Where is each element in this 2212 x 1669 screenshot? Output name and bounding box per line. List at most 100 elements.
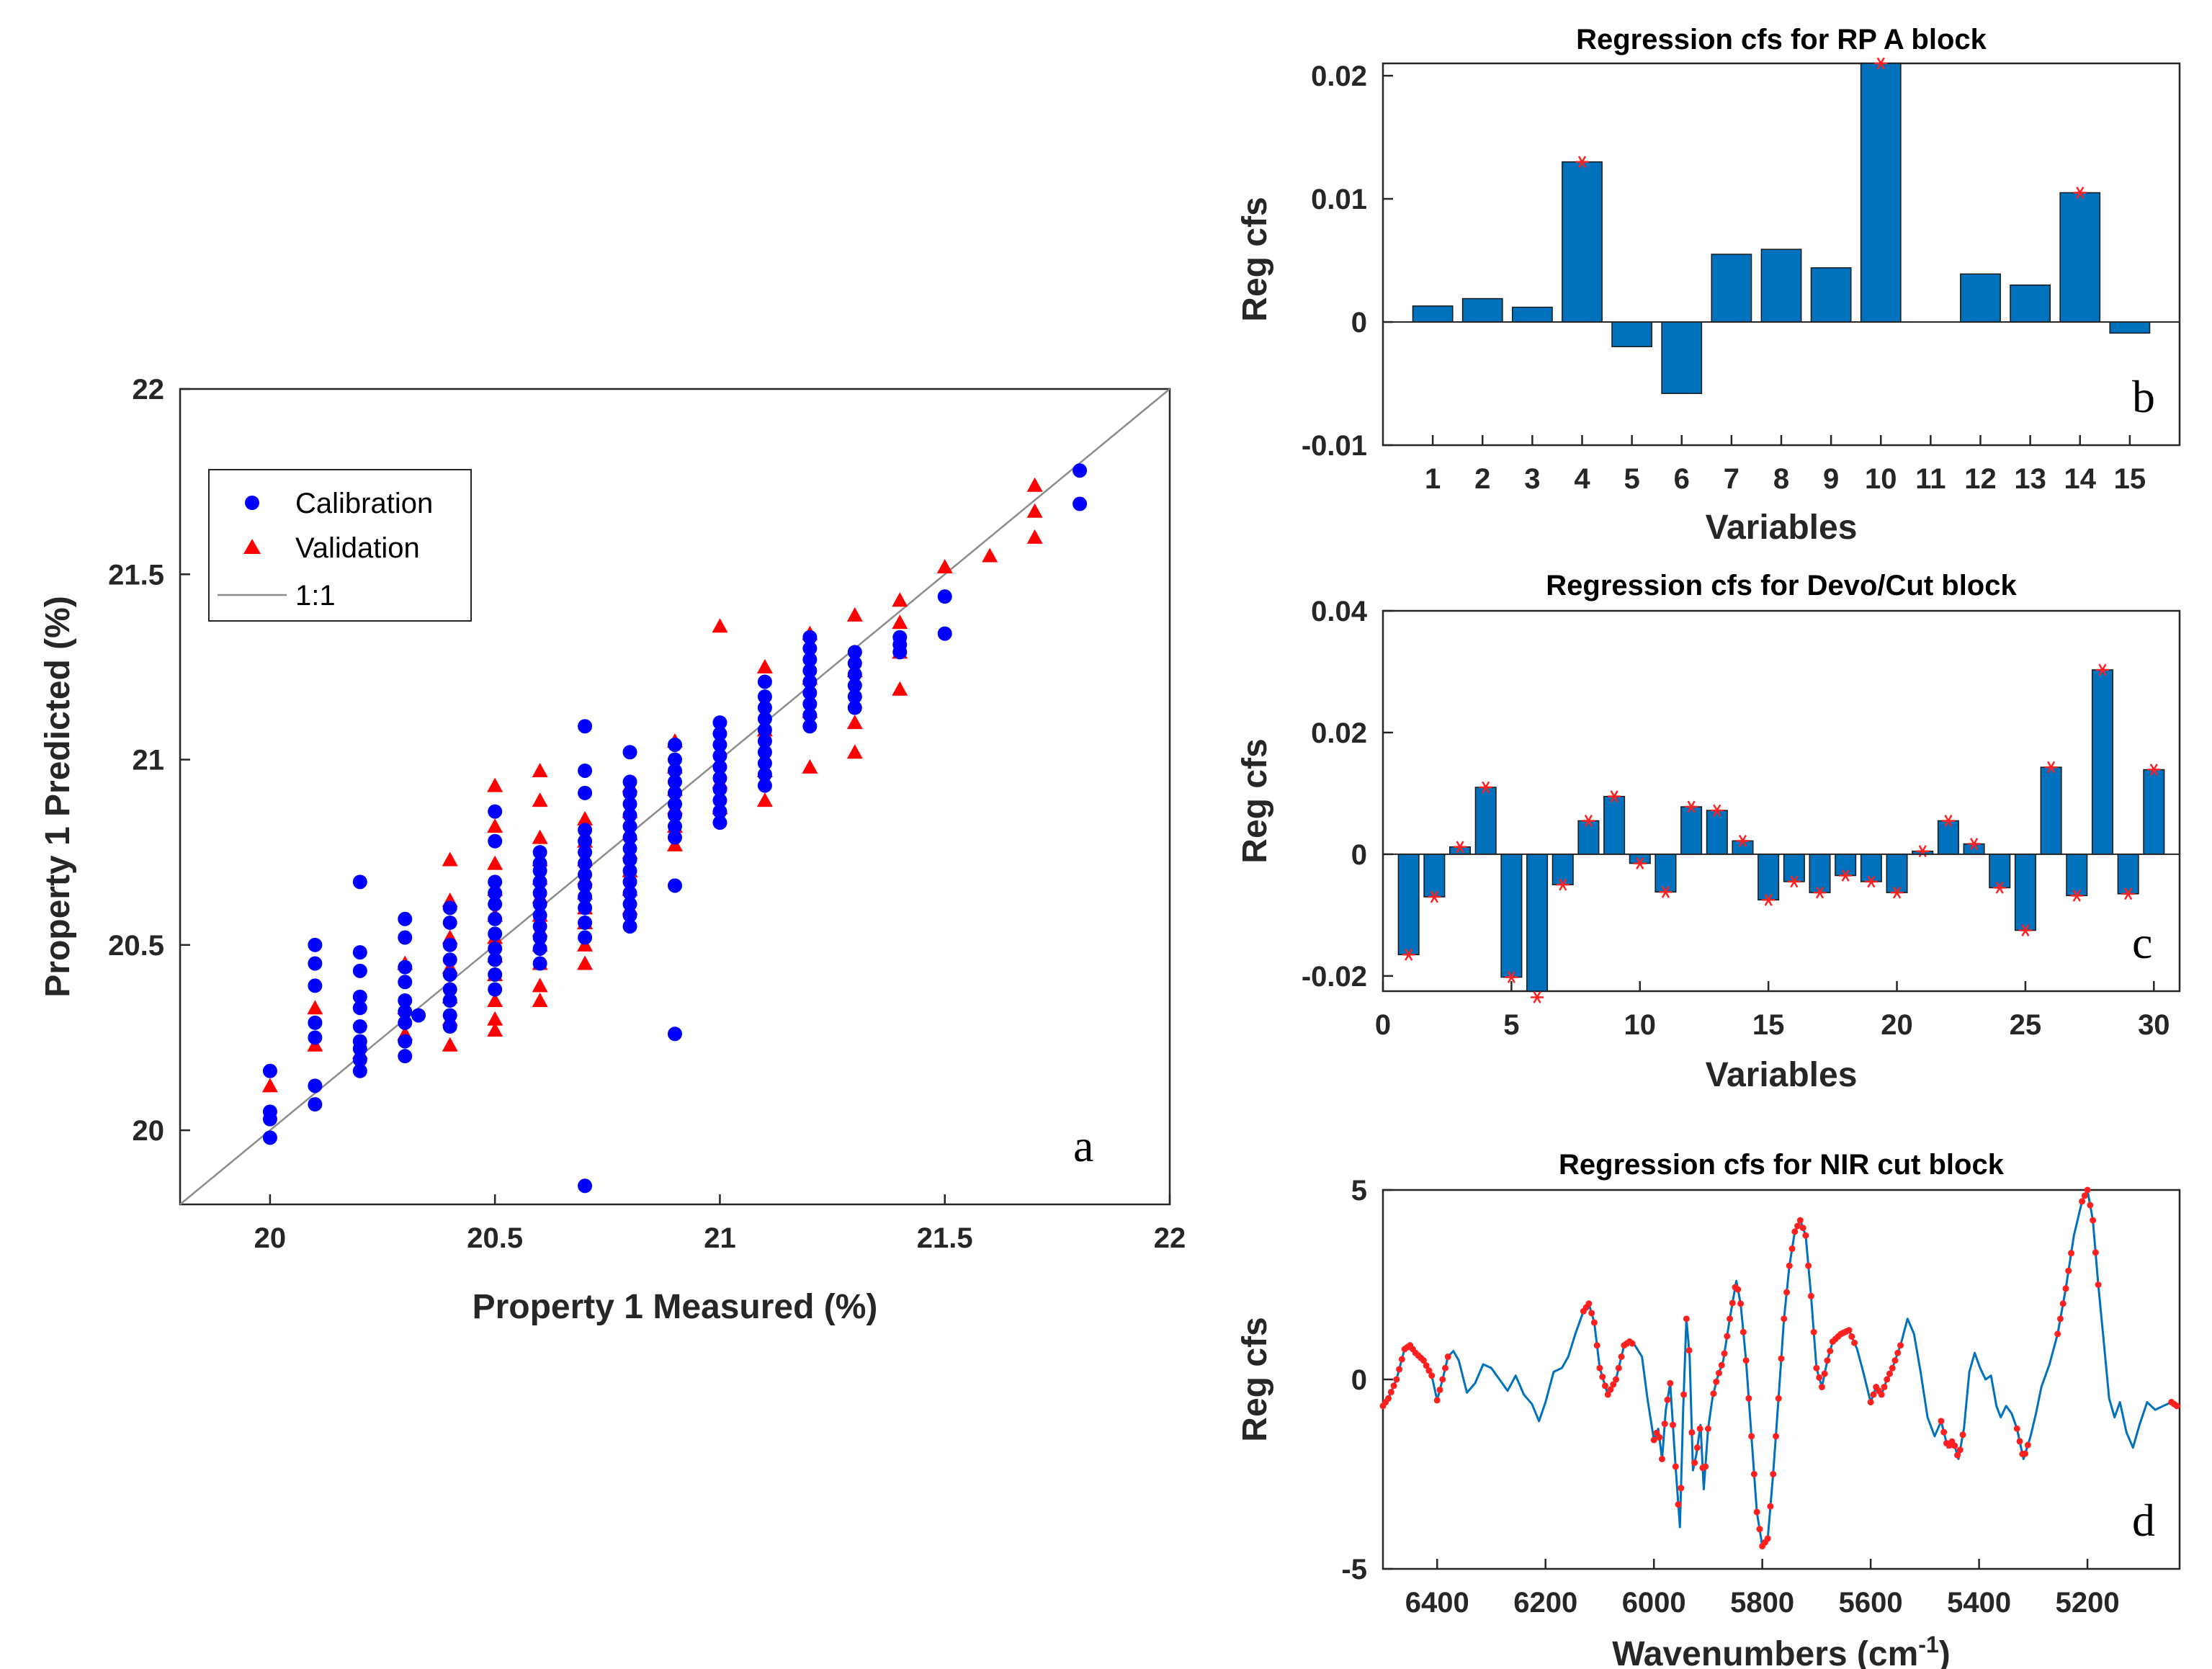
calibration-point (712, 748, 727, 764)
panel-d-marker (2084, 1186, 2091, 1194)
calibration-point (847, 700, 862, 715)
calibration-point (668, 737, 682, 752)
calibration-point (802, 707, 818, 722)
panel-d-marker (1685, 1347, 1693, 1354)
validation-point (846, 744, 863, 759)
calibration-point (262, 1111, 277, 1127)
panel-d-marker (1867, 1399, 1874, 1406)
panel-b-bar (1860, 63, 1902, 323)
panel-b-xtick-label: 2 (1474, 463, 1490, 495)
calibration-point (712, 804, 727, 819)
panel-d-marker (1596, 1364, 1603, 1372)
validation-point (846, 715, 863, 730)
validation-point (532, 792, 548, 807)
panel-c-axes-box (1382, 609, 2181, 993)
panel-d-marker (1753, 1508, 1760, 1516)
validation-point (532, 993, 548, 1007)
calibration-point (757, 674, 772, 689)
panel-c-marker (1633, 857, 1647, 870)
calibration-point (308, 978, 323, 993)
calibration-point (622, 841, 637, 856)
calibration-point (442, 937, 457, 952)
panel-d-marker (1745, 1395, 1752, 1402)
panel-d-marker (1781, 1315, 1788, 1323)
panel-d-marker (1889, 1364, 1896, 1372)
panel-b-bar (1611, 321, 1653, 347)
calibration-point (668, 878, 682, 893)
validation-point (892, 614, 908, 630)
calibration-point (802, 719, 818, 734)
calibration-point (847, 678, 862, 693)
panel-d-marker (1629, 1340, 1636, 1347)
panel-c-bar (1603, 795, 1626, 855)
panel-d-marker (1729, 1299, 1736, 1307)
calibration-point (578, 878, 593, 893)
panel-d-marker (1718, 1361, 1725, 1369)
panel-d-marker (2062, 1285, 2069, 1292)
panel-c-ylabel: Reg cfs (1236, 738, 1274, 863)
panel-c-bar (1937, 820, 1959, 855)
panel-b-xtick-label: 12 (1964, 463, 1997, 495)
panel-c-marker (1993, 881, 2007, 894)
panel-d-marker (1940, 1428, 1948, 1436)
panel-c-marker (1659, 885, 1673, 898)
panel-c-bar (2014, 854, 2036, 931)
panel-c-marker (1813, 886, 1827, 899)
validation-point (802, 759, 818, 774)
calibration-point (488, 982, 503, 997)
calibration-point (578, 763, 593, 778)
panel-c-ytick-label: 0.04 (1311, 596, 1368, 627)
panel-d-marker (1664, 1396, 1671, 1403)
panel-d-marker (1667, 1379, 1674, 1387)
panel-d-marker (2079, 1198, 2086, 1205)
panel-c-bar (2040, 766, 2062, 855)
panel-b-bar (1711, 254, 1752, 323)
panel-d-xtick-label: 6200 (1513, 1587, 1577, 1619)
panel-d-marker (2087, 1202, 2094, 1209)
calibration-point (622, 797, 637, 812)
panel-c-bar (1680, 806, 1703, 855)
legend-validation-label: Validation (295, 532, 420, 564)
panel-d-marker (1601, 1382, 1608, 1390)
panel-d-marker (1588, 1310, 1595, 1317)
panel-c-bar (1783, 854, 1805, 882)
panel-b-ytick-label: 0.01 (1311, 184, 1367, 215)
panel-d-marker (1959, 1431, 1966, 1438)
panel-b-title: Regression cfs for RP A block (1576, 24, 1987, 55)
validation-point (1026, 477, 1043, 492)
calibration-point (847, 655, 862, 671)
calibration-point (712, 715, 727, 730)
calibration-point (488, 911, 503, 926)
panel-d-marker (1848, 1333, 1855, 1340)
panel-c-bar (2143, 769, 2165, 855)
panel-b-xtick-label: 3 (1524, 463, 1540, 495)
panel-b-bar (1810, 267, 1852, 323)
panel-b-xtick-label: 7 (1724, 463, 1739, 495)
calibration-point (578, 823, 593, 838)
calibration-point (668, 819, 682, 834)
legend-validation-marker (243, 539, 261, 554)
panel-d-marker (1390, 1382, 1397, 1390)
calibration-point (578, 900, 593, 916)
calibration-point (668, 774, 682, 789)
calibration-point (622, 830, 637, 845)
panel-c-marker (1479, 781, 1492, 794)
panel-a-ytick-label: 22 (133, 374, 165, 406)
panel-d-marker (1590, 1319, 1598, 1326)
validation-point (442, 851, 458, 867)
panel-c-marker (1941, 815, 1955, 827)
panel-c-marker (1839, 869, 1853, 882)
panel-b-bar (1960, 273, 2001, 323)
panel-a-xtick-label: 21.5 (917, 1222, 973, 1254)
panel-d-marker (2022, 1450, 2029, 1457)
panel-d-marker (1610, 1381, 1617, 1388)
calibration-point (757, 700, 772, 715)
calibration-point (398, 993, 413, 1008)
calibration-point (488, 833, 503, 849)
panel-c-xtick-label: 30 (2138, 1009, 2170, 1041)
calibration-point (622, 745, 637, 760)
calibration-point (802, 685, 818, 700)
calibration-point (578, 833, 593, 849)
panel-c-bar (1423, 854, 1446, 898)
validation-point (442, 1037, 458, 1052)
